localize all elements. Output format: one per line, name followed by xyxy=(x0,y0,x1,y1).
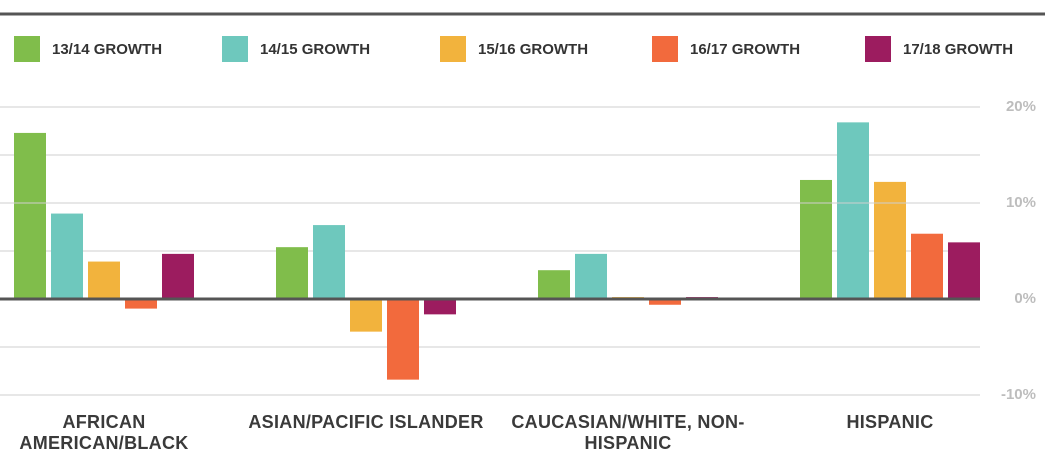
legend-label: 14/15 GROWTH xyxy=(260,41,370,58)
bar xyxy=(350,299,382,332)
bar xyxy=(538,270,570,299)
bar xyxy=(162,253,194,299)
legend-label: 13/14 GROWTH xyxy=(52,41,162,58)
legend-swatch xyxy=(865,36,891,62)
bar xyxy=(575,253,607,299)
x-tick-label: HISPANIC xyxy=(846,412,934,432)
legend-swatch xyxy=(14,36,40,62)
bar xyxy=(837,122,869,299)
bar xyxy=(387,299,419,380)
y-tick-label: 0% xyxy=(1014,290,1036,307)
bar xyxy=(948,242,980,299)
bar xyxy=(14,132,46,299)
legend-label: 15/16 GROWTH xyxy=(478,41,588,58)
bar xyxy=(874,181,906,299)
y-tick-label: -10% xyxy=(1001,386,1036,403)
x-tick-label: ASIAN/PACIFIC ISLANDER xyxy=(248,412,484,432)
x-tick-label: AFRICAN AMERICAN/BLACK xyxy=(19,412,189,453)
bar xyxy=(424,299,456,315)
y-tick-label: 10% xyxy=(1006,194,1036,211)
bar xyxy=(800,179,832,299)
bar xyxy=(125,299,157,309)
y-tick-label: 20% xyxy=(1006,98,1036,115)
bar xyxy=(649,299,681,305)
bar xyxy=(911,233,943,299)
bar xyxy=(276,247,308,299)
x-tick-label: CAUCASIAN/WHITE, NON-HISPANIC xyxy=(511,412,745,453)
bar xyxy=(51,213,83,299)
bar xyxy=(88,261,120,299)
legend-swatch xyxy=(222,36,248,62)
legend-swatch xyxy=(652,36,678,62)
legend-label: 17/18 GROWTH xyxy=(903,41,1013,58)
legend-label: 16/17 GROWTH xyxy=(690,41,800,58)
bar xyxy=(313,225,345,299)
legend-swatch xyxy=(440,36,466,62)
